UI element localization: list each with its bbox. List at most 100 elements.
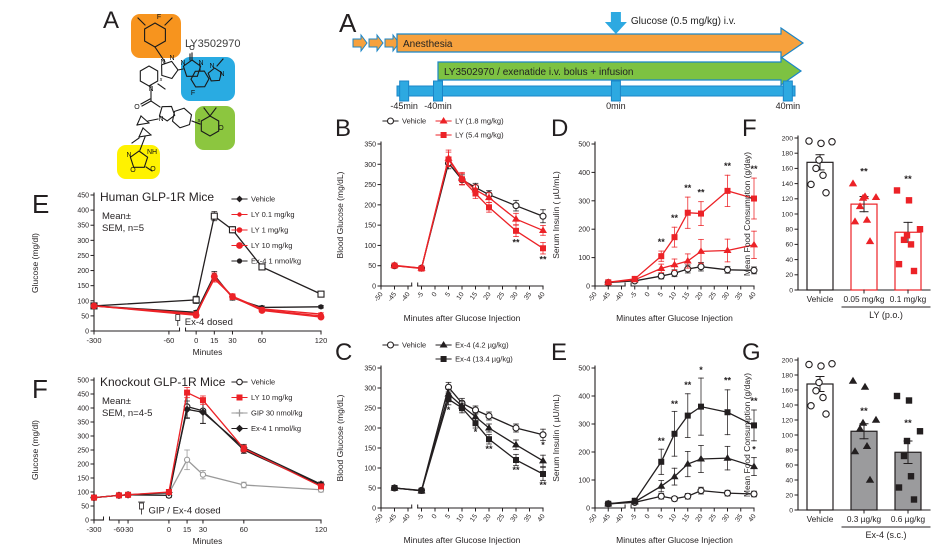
significance-mark: ** bbox=[904, 174, 912, 185]
y-tick-label: 160 bbox=[782, 166, 794, 173]
x-tick-label: -45 bbox=[601, 291, 612, 303]
y-tick-label: 500 bbox=[578, 366, 590, 373]
ring bbox=[161, 60, 179, 80]
data-point-marker bbox=[258, 307, 266, 314]
y-tick-label: 0 bbox=[789, 287, 793, 294]
data-point-marker bbox=[817, 362, 825, 370]
data-point-marker bbox=[540, 245, 546, 252]
data-point-marker bbox=[697, 487, 705, 495]
y-axis-label: Glucose (mg/dl) bbox=[30, 233, 40, 293]
bar-group-label: LY (p.o.) bbox=[869, 310, 903, 320]
y-tick-label: 40 bbox=[785, 257, 793, 264]
data-point-marker bbox=[751, 422, 757, 429]
y-axis-label: Serum Insulin ( µU/mL) bbox=[551, 171, 561, 259]
significance-mark: ** bbox=[485, 444, 493, 454]
y-tick-label: 180 bbox=[782, 372, 794, 379]
data-point-marker bbox=[471, 412, 480, 420]
panel-c-blood-glucose-chart: 0 50 100 150 200 250 300 350 -50 -45 -40 -5 0 5 10 15 20… bbox=[333, 334, 551, 556]
data-point-marker bbox=[828, 359, 836, 368]
legend-label: GIP 30 nmol/kg bbox=[251, 409, 303, 418]
x-tick-label: 15 bbox=[681, 291, 691, 301]
data-point-marker bbox=[895, 260, 903, 268]
data-point-marker bbox=[910, 267, 918, 275]
significance-mark: * bbox=[541, 440, 545, 450]
x-tick-label: 60 bbox=[240, 525, 248, 534]
y-tick-label: 100 bbox=[578, 255, 590, 262]
data-point-marker bbox=[724, 409, 731, 416]
series-line bbox=[608, 244, 755, 283]
y-tick-label: 500 bbox=[77, 378, 89, 385]
y-tick-label: 200 bbox=[782, 135, 794, 142]
chart-Fbar: 0 20 40 60 80 100 120 140 160 180 200 Mean Food Con… bbox=[742, 115, 931, 320]
series-line bbox=[608, 405, 755, 505]
y-axis-label: Mean Food Consumption (g/day) bbox=[742, 152, 752, 276]
bar-category-label: Vehicle bbox=[807, 294, 834, 304]
x-tick-label: 20 bbox=[695, 291, 705, 301]
data-point-marker bbox=[858, 193, 868, 201]
x-axis-label: Minutes after Glucose Injection bbox=[404, 313, 521, 323]
series-line bbox=[608, 266, 755, 284]
legend-label: LY 1 mg/kg bbox=[251, 226, 288, 235]
panel-label: E bbox=[32, 189, 49, 219]
data-point-marker bbox=[91, 494, 97, 501]
highlight-green bbox=[195, 106, 235, 150]
data-point-marker bbox=[317, 313, 325, 321]
y-tick-label: 100 bbox=[578, 478, 590, 485]
y-tick-label: 300 bbox=[578, 198, 590, 205]
data-point-marker bbox=[812, 386, 820, 395]
chart-note: SEM, n=4-5 bbox=[102, 408, 152, 419]
x-tick-label: 0 bbox=[644, 291, 652, 298]
y-tick-label: 0 bbox=[586, 284, 590, 291]
data-point-marker bbox=[903, 232, 911, 239]
series-line bbox=[394, 398, 544, 492]
panel-label: C bbox=[335, 339, 352, 366]
y-tick-label: 100 bbox=[364, 243, 376, 250]
highlight-blue bbox=[181, 57, 235, 101]
chart-Gbar: 0 20 40 60 80 100 120 140 160 180 200 Mean Food Con… bbox=[742, 339, 931, 540]
data-point-marker bbox=[539, 212, 547, 220]
y-tick-label: 200 bbox=[364, 426, 376, 433]
significance-mark: ** bbox=[671, 399, 679, 409]
data-point-marker bbox=[855, 202, 865, 210]
panel-f-food-consumption-chart: 0 20 40 60 80 100 120 140 160 180 200 Mean Food Con… bbox=[740, 110, 948, 336]
data-point-marker bbox=[512, 202, 520, 210]
x-tick-label: 15 bbox=[183, 525, 191, 534]
x-tick-label: 30 bbox=[721, 513, 731, 523]
data-point-marker bbox=[698, 210, 704, 217]
atom-label: O bbox=[150, 166, 156, 173]
y-tick-label: 150 bbox=[364, 223, 376, 230]
data-point-marker bbox=[440, 356, 447, 362]
y-tick-label: 50 bbox=[368, 263, 376, 270]
data-point-marker bbox=[115, 492, 122, 499]
y-tick-label: 20 bbox=[785, 492, 793, 499]
anesthesia-label: Anesthesia bbox=[403, 39, 453, 50]
y-tick-label: 450 bbox=[77, 392, 89, 399]
series-line bbox=[93, 408, 322, 499]
data-point-marker bbox=[236, 394, 243, 401]
time-tick bbox=[610, 80, 621, 102]
atom-label: O bbox=[189, 45, 195, 52]
x-tick-label: 120 bbox=[315, 525, 328, 534]
panel-e-human-glp1r-chart: 0 50 100 150 200 250 300 350 400 450 -300 -60 0 15 30 6… bbox=[28, 183, 335, 365]
data-point-marker bbox=[540, 471, 546, 477]
y-tick-label: 350 bbox=[77, 223, 89, 230]
series-line bbox=[394, 392, 544, 492]
data-point-marker bbox=[858, 418, 868, 426]
data-point-marker bbox=[486, 436, 492, 443]
dosing-annotation: Ex-4 dosed bbox=[185, 317, 233, 328]
data-point-marker bbox=[192, 296, 200, 304]
significance-mark: * bbox=[474, 427, 478, 437]
data-point-marker bbox=[236, 242, 243, 249]
data-point-marker bbox=[670, 260, 679, 268]
significance-mark: ** bbox=[750, 164, 758, 174]
y-tick-label: 100 bbox=[77, 490, 89, 497]
time-tick-label: -45min bbox=[390, 101, 418, 110]
highlight-yellow bbox=[117, 145, 160, 179]
panel-label: D bbox=[551, 115, 568, 142]
legend-label: Ex-4 1 nmol/kg bbox=[251, 424, 301, 433]
y-tick-label: 400 bbox=[578, 170, 590, 177]
bar-category-label: 0.3 µg/kg bbox=[847, 514, 882, 524]
ring bbox=[190, 70, 210, 88]
